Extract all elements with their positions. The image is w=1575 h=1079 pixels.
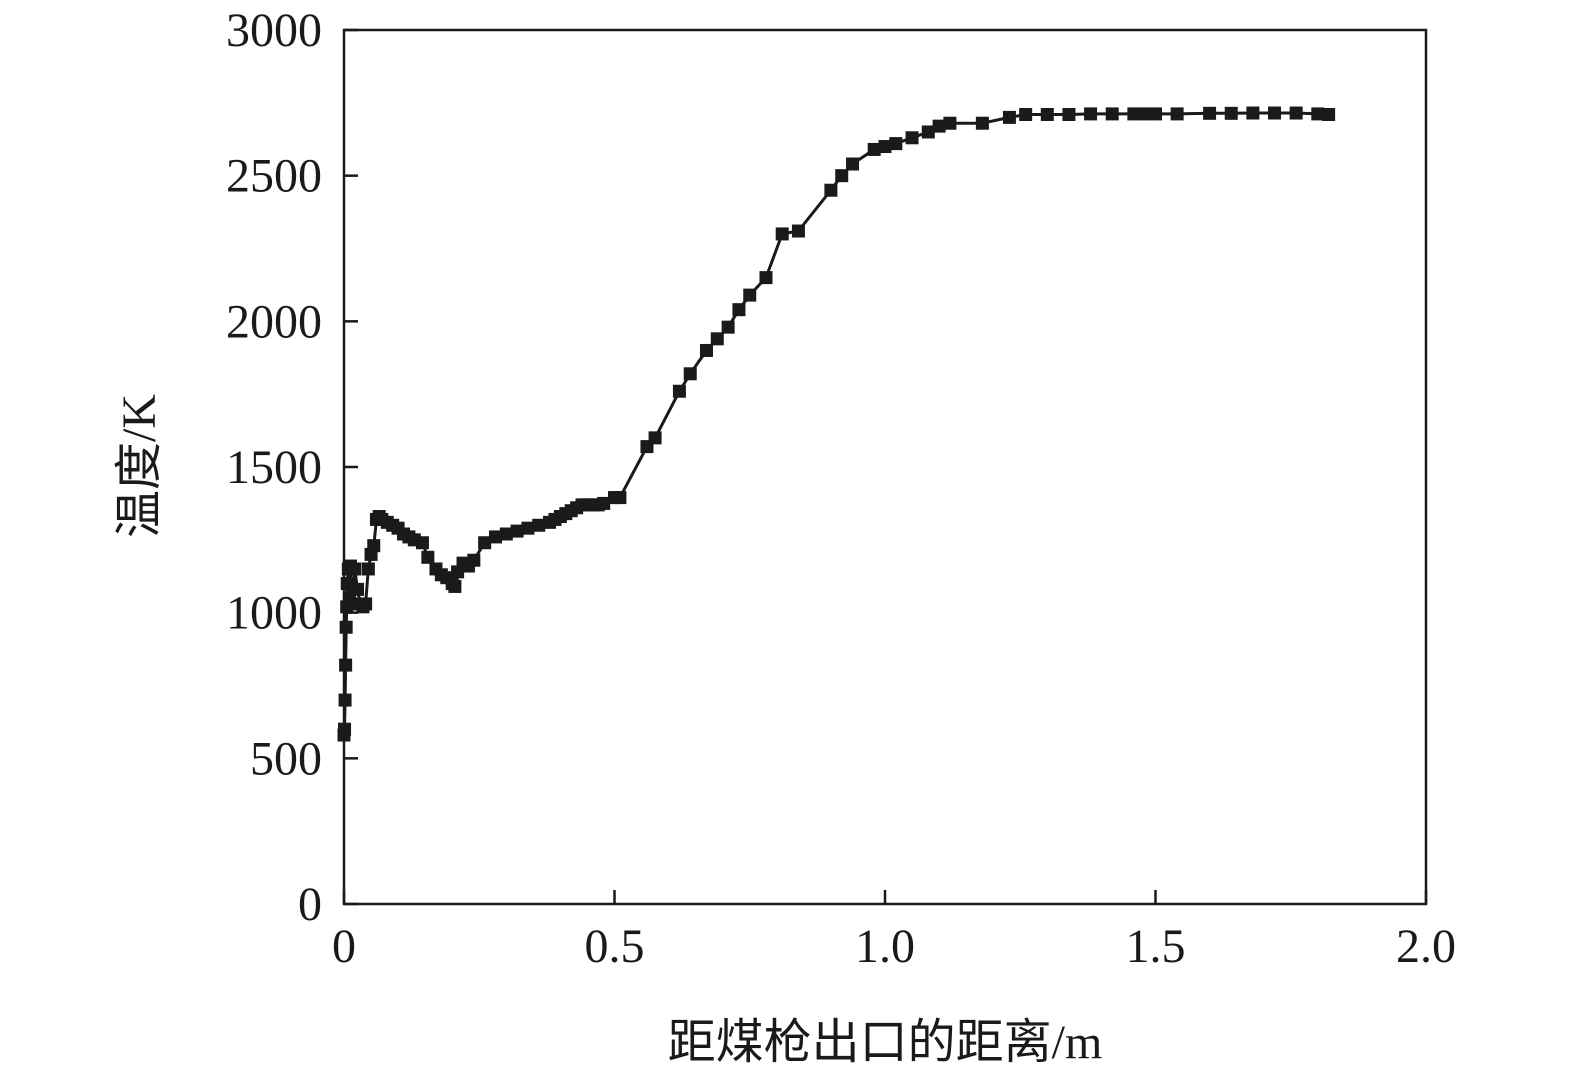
data-point-marker	[648, 431, 662, 445]
data-point-marker	[791, 224, 805, 238]
data-point-marker	[867, 142, 881, 156]
data-point-marker	[1149, 107, 1162, 121]
data-point-marker	[932, 119, 946, 133]
data-point-marker	[1322, 107, 1336, 121]
data-point-marker	[532, 518, 546, 532]
x-tick-label: 1.5	[1126, 920, 1186, 973]
data-point-marker	[415, 536, 429, 550]
data-point-marker	[367, 539, 381, 553]
y-tick-label: 1000	[226, 587, 322, 640]
data-point-marker	[1170, 107, 1184, 121]
data-point-marker	[338, 693, 352, 707]
x-tick-label: 1.0	[855, 920, 915, 973]
data-point-marker	[759, 271, 773, 285]
data-point-marker	[699, 343, 713, 357]
data-point-marker	[672, 384, 686, 398]
data-point-marker	[1268, 106, 1282, 120]
data-point-marker	[421, 550, 435, 564]
data-point-marker	[835, 169, 849, 183]
data-point-marker	[889, 137, 903, 151]
data-point-marker	[1062, 107, 1076, 121]
data-point-marker	[1002, 110, 1016, 124]
data-point-marker	[732, 303, 746, 317]
data-point-marker	[339, 658, 353, 672]
data-point-marker	[1040, 107, 1054, 121]
x-axis-label: 距煤枪出口的距离/m	[668, 1016, 1103, 1069]
data-point-marker	[1246, 106, 1260, 120]
data-point-marker	[975, 116, 989, 130]
data-point-marker	[1138, 107, 1152, 121]
data-point-marker	[878, 140, 892, 154]
data-point-marker	[478, 536, 492, 550]
data-point-marker	[499, 527, 513, 541]
x-tick-label: 2.0	[1396, 920, 1456, 973]
data-point-marker	[361, 562, 375, 576]
plot-frame	[342, 28, 1428, 906]
y-tick-label: 1500	[226, 441, 322, 494]
data-point-marker	[521, 521, 535, 535]
data-point-marker	[448, 579, 462, 593]
data-point-marker	[921, 125, 935, 139]
y-tick-label: 3000	[226, 4, 322, 57]
data-point-marker	[683, 367, 697, 381]
x-axis-ticks: 0 0.5 1.0 1.5 2.0	[332, 890, 1456, 973]
y-tick-label: 0	[298, 878, 322, 931]
data-point-marker	[338, 722, 352, 736]
data-point-marker	[1311, 107, 1325, 121]
data-point-marker	[824, 183, 838, 197]
series-group	[337, 106, 1336, 742]
x-tick-label: 0.5	[585, 920, 645, 973]
data-point-marker	[359, 597, 373, 611]
data-point-marker	[721, 320, 735, 334]
data-point-marker	[1127, 107, 1141, 121]
data-point-marker	[1203, 106, 1217, 120]
data-point-marker	[597, 496, 611, 510]
data-point-marker	[743, 288, 757, 302]
y-tick-label: 2500	[226, 150, 322, 203]
y-axis-ticks: 0 500 1000 1500 2000 2500 3000	[226, 4, 358, 931]
data-point-marker	[510, 524, 524, 538]
x-tick-label: 0	[332, 920, 356, 973]
data-point-marker	[905, 131, 919, 145]
data-point-marker	[339, 620, 353, 634]
y-tick-label: 2000	[226, 295, 322, 348]
data-point-marker	[488, 530, 502, 544]
data-point-marker	[1019, 107, 1033, 121]
data-point-marker	[351, 582, 365, 596]
data-point-marker	[613, 491, 627, 505]
data-point-marker	[467, 553, 481, 567]
data-point-marker	[775, 227, 789, 241]
data-point-marker	[340, 577, 354, 591]
data-point-marker	[1105, 107, 1119, 121]
data-point-marker	[943, 116, 957, 130]
data-point-marker	[1289, 106, 1303, 120]
data-point-marker	[1224, 106, 1238, 120]
y-axis-label: 温度/K	[113, 394, 166, 538]
y-tick-label: 500	[250, 732, 322, 785]
data-point-marker	[710, 332, 724, 346]
data-point-marker	[1084, 107, 1098, 121]
series-line	[342, 111, 1329, 736]
data-point-marker	[846, 157, 860, 171]
data-point-marker	[348, 562, 362, 576]
